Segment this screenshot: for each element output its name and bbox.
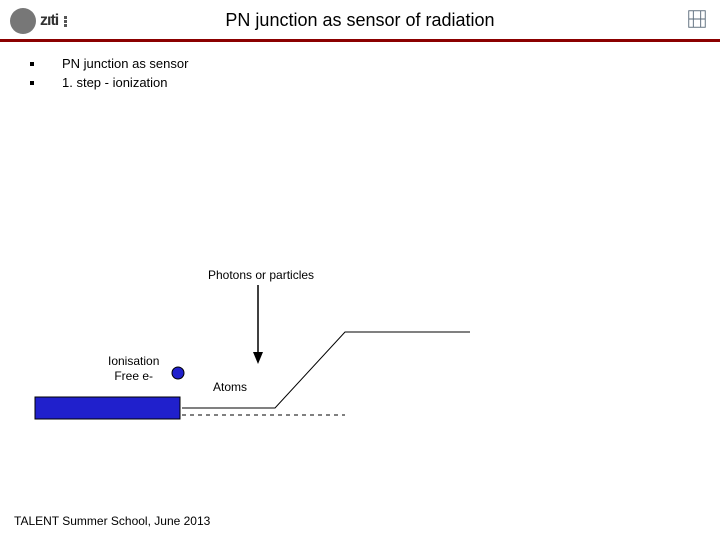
valence-band-block xyxy=(35,397,180,419)
slide-header: zıti PN junction as sensor of radiation xyxy=(0,0,720,42)
logo-left: zıti xyxy=(10,8,67,34)
energy-step-line xyxy=(182,332,470,408)
free-electron-icon xyxy=(172,367,184,379)
ionisation-label-line2: Free e- xyxy=(114,369,153,383)
logo-text: zıti xyxy=(40,12,58,30)
bullet-text: PN junction as sensor xyxy=(62,56,188,71)
ionisation-label: Ionisation Free e- xyxy=(108,354,159,384)
list-item: 1. step - ionization xyxy=(30,75,720,90)
bullet-icon xyxy=(30,62,34,66)
header-rule xyxy=(0,39,720,42)
bullet-list: PN junction as sensor 1. step - ionizati… xyxy=(30,56,720,90)
university-seal-icon xyxy=(10,8,36,34)
bullet-text: 1. step - ionization xyxy=(62,75,168,90)
photons-label: Photons or particles xyxy=(208,268,314,283)
slide-footer: TALENT Summer School, June 2013 xyxy=(14,514,210,528)
slide-title: PN junction as sensor of radiation xyxy=(225,10,494,31)
bullet-icon xyxy=(30,81,34,85)
ionisation-label-line1: Ionisation xyxy=(108,354,159,368)
photon-arrow-icon xyxy=(253,285,263,364)
list-item: PN junction as sensor xyxy=(30,56,720,71)
institute-logo-icon xyxy=(686,8,708,30)
atoms-label: Atoms xyxy=(213,380,247,395)
logo-dots-icon xyxy=(64,16,67,27)
